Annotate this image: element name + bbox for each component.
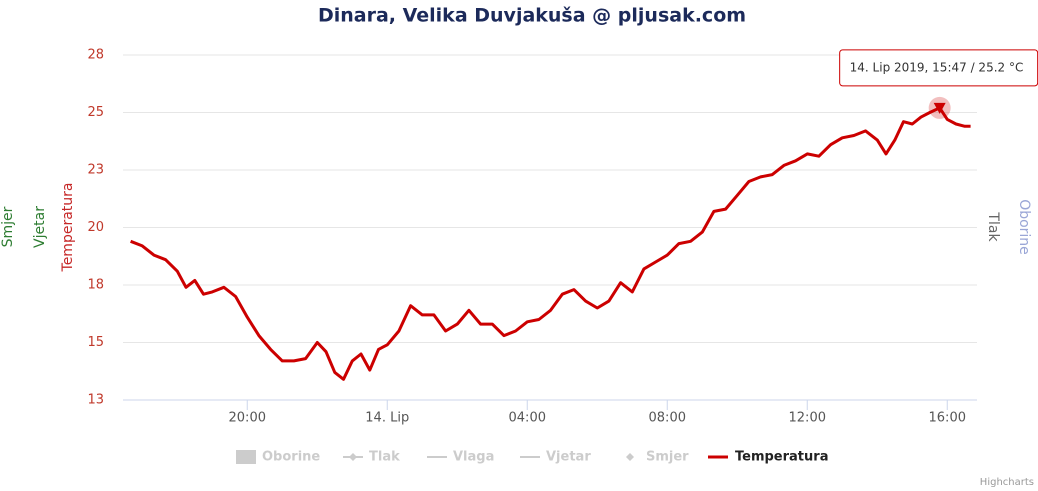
x-tick-label: 16:00 bbox=[929, 411, 966, 426]
x-tick-label: 08:00 bbox=[649, 411, 686, 426]
y-axis-title: Temperatura bbox=[60, 183, 76, 273]
tooltip-text: 14. Lip 2019, 15:47 / 25.2 °C bbox=[850, 60, 1024, 74]
y-tick-label: 15 bbox=[87, 335, 104, 350]
y-tick-label: 20 bbox=[87, 220, 104, 235]
y2-axis-title: Oborine bbox=[1016, 199, 1032, 255]
chart-title: Dinara, Velika Duvjakuša @ pljusak.com bbox=[318, 5, 746, 27]
y-tick-label: 18 bbox=[87, 278, 104, 293]
x-tick-label: 14. Lip bbox=[365, 411, 409, 426]
y-tick-label: 28 bbox=[87, 48, 104, 63]
x-tick-label: 12:00 bbox=[789, 411, 826, 426]
y-axis-title: Smjer bbox=[0, 206, 16, 247]
y-tick-label: 23 bbox=[87, 163, 104, 178]
legend-label: Tlak bbox=[369, 450, 400, 465]
x-tick-label: 04:00 bbox=[509, 411, 546, 426]
line-series bbox=[130, 106, 971, 381]
y-tick-label: 25 bbox=[87, 105, 104, 120]
legend-symbol bbox=[349, 453, 357, 461]
legend-label: Smjer bbox=[646, 450, 689, 465]
legend-label: Oborine bbox=[262, 450, 320, 465]
legend-label: Temperatura bbox=[735, 450, 828, 465]
x-tick-label: 20:00 bbox=[229, 411, 266, 426]
y-tick-label: 13 bbox=[87, 393, 104, 408]
hover-marker bbox=[933, 102, 946, 114]
legend-symbol bbox=[236, 450, 256, 464]
y2-axis-title: Tlak bbox=[985, 211, 1001, 242]
credits: Highcharts bbox=[980, 477, 1034, 488]
legend-symbol bbox=[626, 453, 634, 461]
legend-label: Vjetar bbox=[546, 450, 591, 465]
legend-label: Vlaga bbox=[453, 450, 494, 465]
tooltip: 14. Lip 2019, 15:47 / 25.2 °C bbox=[839, 49, 1038, 87]
y-axis-title: Vjetar bbox=[32, 206, 48, 248]
